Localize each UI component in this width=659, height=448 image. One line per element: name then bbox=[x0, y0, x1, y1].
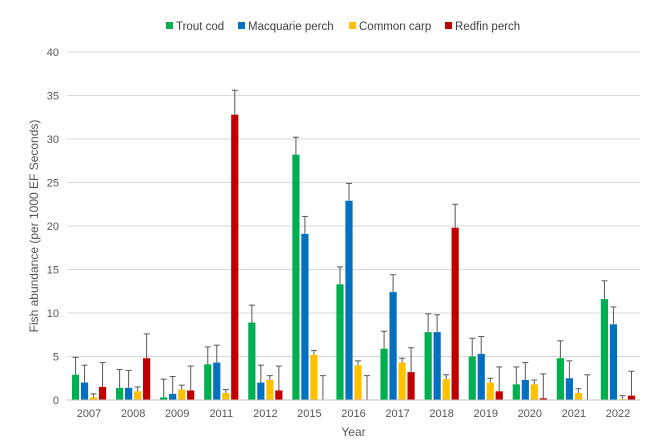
y-tick-label: 10 bbox=[47, 308, 59, 320]
bar-macquarie-perch bbox=[565, 378, 573, 400]
bar-trout-cod bbox=[600, 299, 609, 400]
bar-macquarie-perch bbox=[257, 382, 265, 400]
bar-common-carp bbox=[530, 384, 538, 400]
bar-macquarie-perch bbox=[213, 362, 221, 400]
bar-macquarie-perch bbox=[125, 387, 133, 400]
x-tick-label: 2012 bbox=[253, 408, 277, 420]
y-tick-label: 5 bbox=[53, 352, 59, 364]
x-tick-label: 2021 bbox=[562, 408, 586, 420]
bar-trout-cod bbox=[204, 364, 212, 400]
bar-common-carp bbox=[178, 389, 186, 400]
y-axis-title: Fish abundance (per 1000 EF Seconds) bbox=[27, 120, 41, 333]
bar-redfin-perch bbox=[187, 390, 195, 400]
bar-macquarie-perch bbox=[389, 292, 397, 400]
legend-swatch bbox=[166, 22, 173, 29]
bar-trout-cod bbox=[71, 374, 80, 400]
x-tick-label: 2019 bbox=[473, 408, 497, 420]
x-tick-label: 2007 bbox=[77, 408, 101, 420]
x-tick-label: 2008 bbox=[121, 408, 145, 420]
bar-redfin-perch bbox=[539, 398, 547, 400]
y-tick-label: 25 bbox=[47, 178, 59, 190]
bar-macquarie-perch bbox=[433, 332, 441, 400]
bar-common-carp bbox=[486, 382, 494, 400]
bar-common-carp bbox=[134, 391, 142, 400]
bar-macquarie-perch bbox=[169, 393, 177, 400]
y-tick-label: 0 bbox=[53, 395, 59, 407]
legend-swatch bbox=[349, 22, 356, 29]
x-tick-label: 2009 bbox=[165, 408, 189, 420]
x-tick-label: 2020 bbox=[518, 408, 542, 420]
bar-trout-cod bbox=[424, 332, 432, 400]
bar-redfin-perch bbox=[451, 227, 459, 400]
legend-label: Common carp bbox=[359, 21, 431, 33]
x-tick-label: 2015 bbox=[297, 408, 321, 420]
bar-trout-cod bbox=[512, 384, 520, 400]
legend-swatch bbox=[445, 22, 452, 29]
bar-common-carp bbox=[398, 362, 406, 400]
bar-redfin-perch bbox=[143, 358, 151, 400]
bar-trout-cod bbox=[248, 322, 256, 400]
bar-redfin-perch bbox=[98, 386, 107, 400]
bar-macquarie-perch bbox=[521, 379, 529, 400]
bar-macquarie-perch bbox=[345, 200, 353, 400]
bar-macquarie-perch bbox=[609, 324, 618, 400]
x-tick-label: 2016 bbox=[341, 408, 365, 420]
bar-common-carp bbox=[310, 354, 318, 400]
legend-label: Redfin perch bbox=[455, 21, 520, 33]
y-tick-label: 30 bbox=[47, 134, 59, 146]
x-axis-title: Year bbox=[341, 425, 365, 439]
y-tick-label: 15 bbox=[47, 265, 59, 277]
legend-label: Macquarie perch bbox=[248, 21, 334, 33]
bar-trout-cod bbox=[556, 358, 564, 400]
bar-redfin-perch bbox=[407, 372, 415, 400]
legend: Trout cod Macquarie perch Common carp Redfi… bbox=[166, 21, 520, 33]
x-axis-ticks: 2007 2008 2009 2011 2012 2015 2016 2017 2018 2019… bbox=[77, 408, 630, 420]
bar-common-carp bbox=[222, 393, 230, 400]
x-tick-label: 2018 bbox=[429, 408, 453, 420]
bars-layer bbox=[71, 114, 636, 400]
bar-common-carp bbox=[354, 365, 362, 400]
bar-common-carp bbox=[442, 379, 450, 400]
bar-macquarie-perch bbox=[477, 353, 485, 400]
bar-redfin-perch bbox=[231, 114, 239, 400]
bar-common-carp bbox=[266, 379, 274, 400]
bar-common-carp bbox=[574, 393, 582, 400]
y-tick-label: 35 bbox=[47, 91, 59, 103]
bar-redfin-perch bbox=[495, 391, 503, 400]
y-tick-label: 40 bbox=[47, 47, 59, 59]
x-tick-label: 2017 bbox=[385, 408, 409, 420]
bar-trout-cod bbox=[160, 397, 168, 400]
y-tick-label: 20 bbox=[47, 221, 59, 233]
legend-swatch bbox=[238, 22, 245, 29]
bar-trout-cod bbox=[468, 356, 476, 400]
bar-redfin-perch bbox=[627, 395, 636, 400]
error-bars-layer bbox=[72, 89, 635, 400]
bar-macquarie-perch bbox=[301, 233, 309, 400]
bar-common-carp bbox=[89, 397, 98, 400]
x-tick-label: 2011 bbox=[209, 408, 233, 420]
gridlines bbox=[67, 51, 640, 357]
x-tick-label: 2022 bbox=[606, 408, 630, 420]
bar-trout-cod bbox=[380, 348, 388, 400]
bar-trout-cod bbox=[336, 284, 344, 400]
bar-trout-cod bbox=[292, 154, 300, 400]
bar-trout-cod bbox=[116, 387, 124, 400]
bar-macquarie-perch bbox=[80, 382, 89, 400]
bar-redfin-perch bbox=[275, 390, 283, 400]
y-axis-ticks: 0 5 10 15 20 25 30 35 40 bbox=[47, 47, 59, 407]
legend-label: Trout cod bbox=[176, 21, 224, 33]
